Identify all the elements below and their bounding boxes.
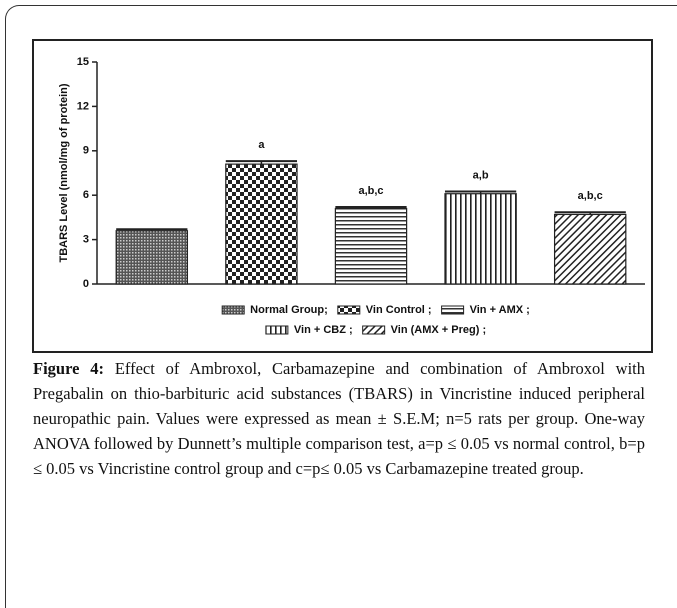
chart: TBARS Level (nmol/mg of protein) 0 3 6 9 12 1… <box>32 39 653 353</box>
legend-swatch <box>362 325 386 335</box>
legend-label: Normal Group; <box>250 304 328 316</box>
caption-text: Effect of Ambroxol, Carbamazepine and co… <box>33 359 645 478</box>
y-tick-label: 9 <box>83 145 89 157</box>
legend-label: Vin Control ; <box>366 304 432 316</box>
legend-label: Vin + AMX ; <box>470 304 530 316</box>
legend-label: Vin (AMX + Preg) ; <box>391 324 486 336</box>
annotation: a,b <box>473 169 489 181</box>
legend-swatch <box>265 325 289 335</box>
y-tick-label: 3 <box>83 234 89 246</box>
y-axis-label: TBARS Level (nmol/mg of protein) <box>58 83 70 262</box>
y-tick-label: 15 <box>77 56 89 68</box>
caption-label: Figure 4: <box>33 359 104 378</box>
y-tick-label: 6 <box>83 189 89 201</box>
bar <box>115 230 189 285</box>
legend-swatch <box>221 305 245 315</box>
annotation: a,b,c <box>358 185 383 197</box>
bar <box>553 213 627 285</box>
figure-frame <box>5 5 677 608</box>
legend-swatch <box>441 305 465 315</box>
y-tick-label: 0 <box>83 278 89 290</box>
caption: Figure 4: Effect of Ambroxol, Carbamazep… <box>33 356 645 481</box>
y-tick-label: 12 <box>77 100 89 112</box>
legend-swatch <box>337 305 361 315</box>
legend-label: Vin + CBZ ; <box>294 324 353 336</box>
chart-border <box>32 39 653 353</box>
bar <box>444 193 517 285</box>
bar <box>334 207 408 285</box>
bar <box>225 163 298 285</box>
annotation: a <box>258 139 265 151</box>
annotation: a,b,c <box>578 190 603 202</box>
